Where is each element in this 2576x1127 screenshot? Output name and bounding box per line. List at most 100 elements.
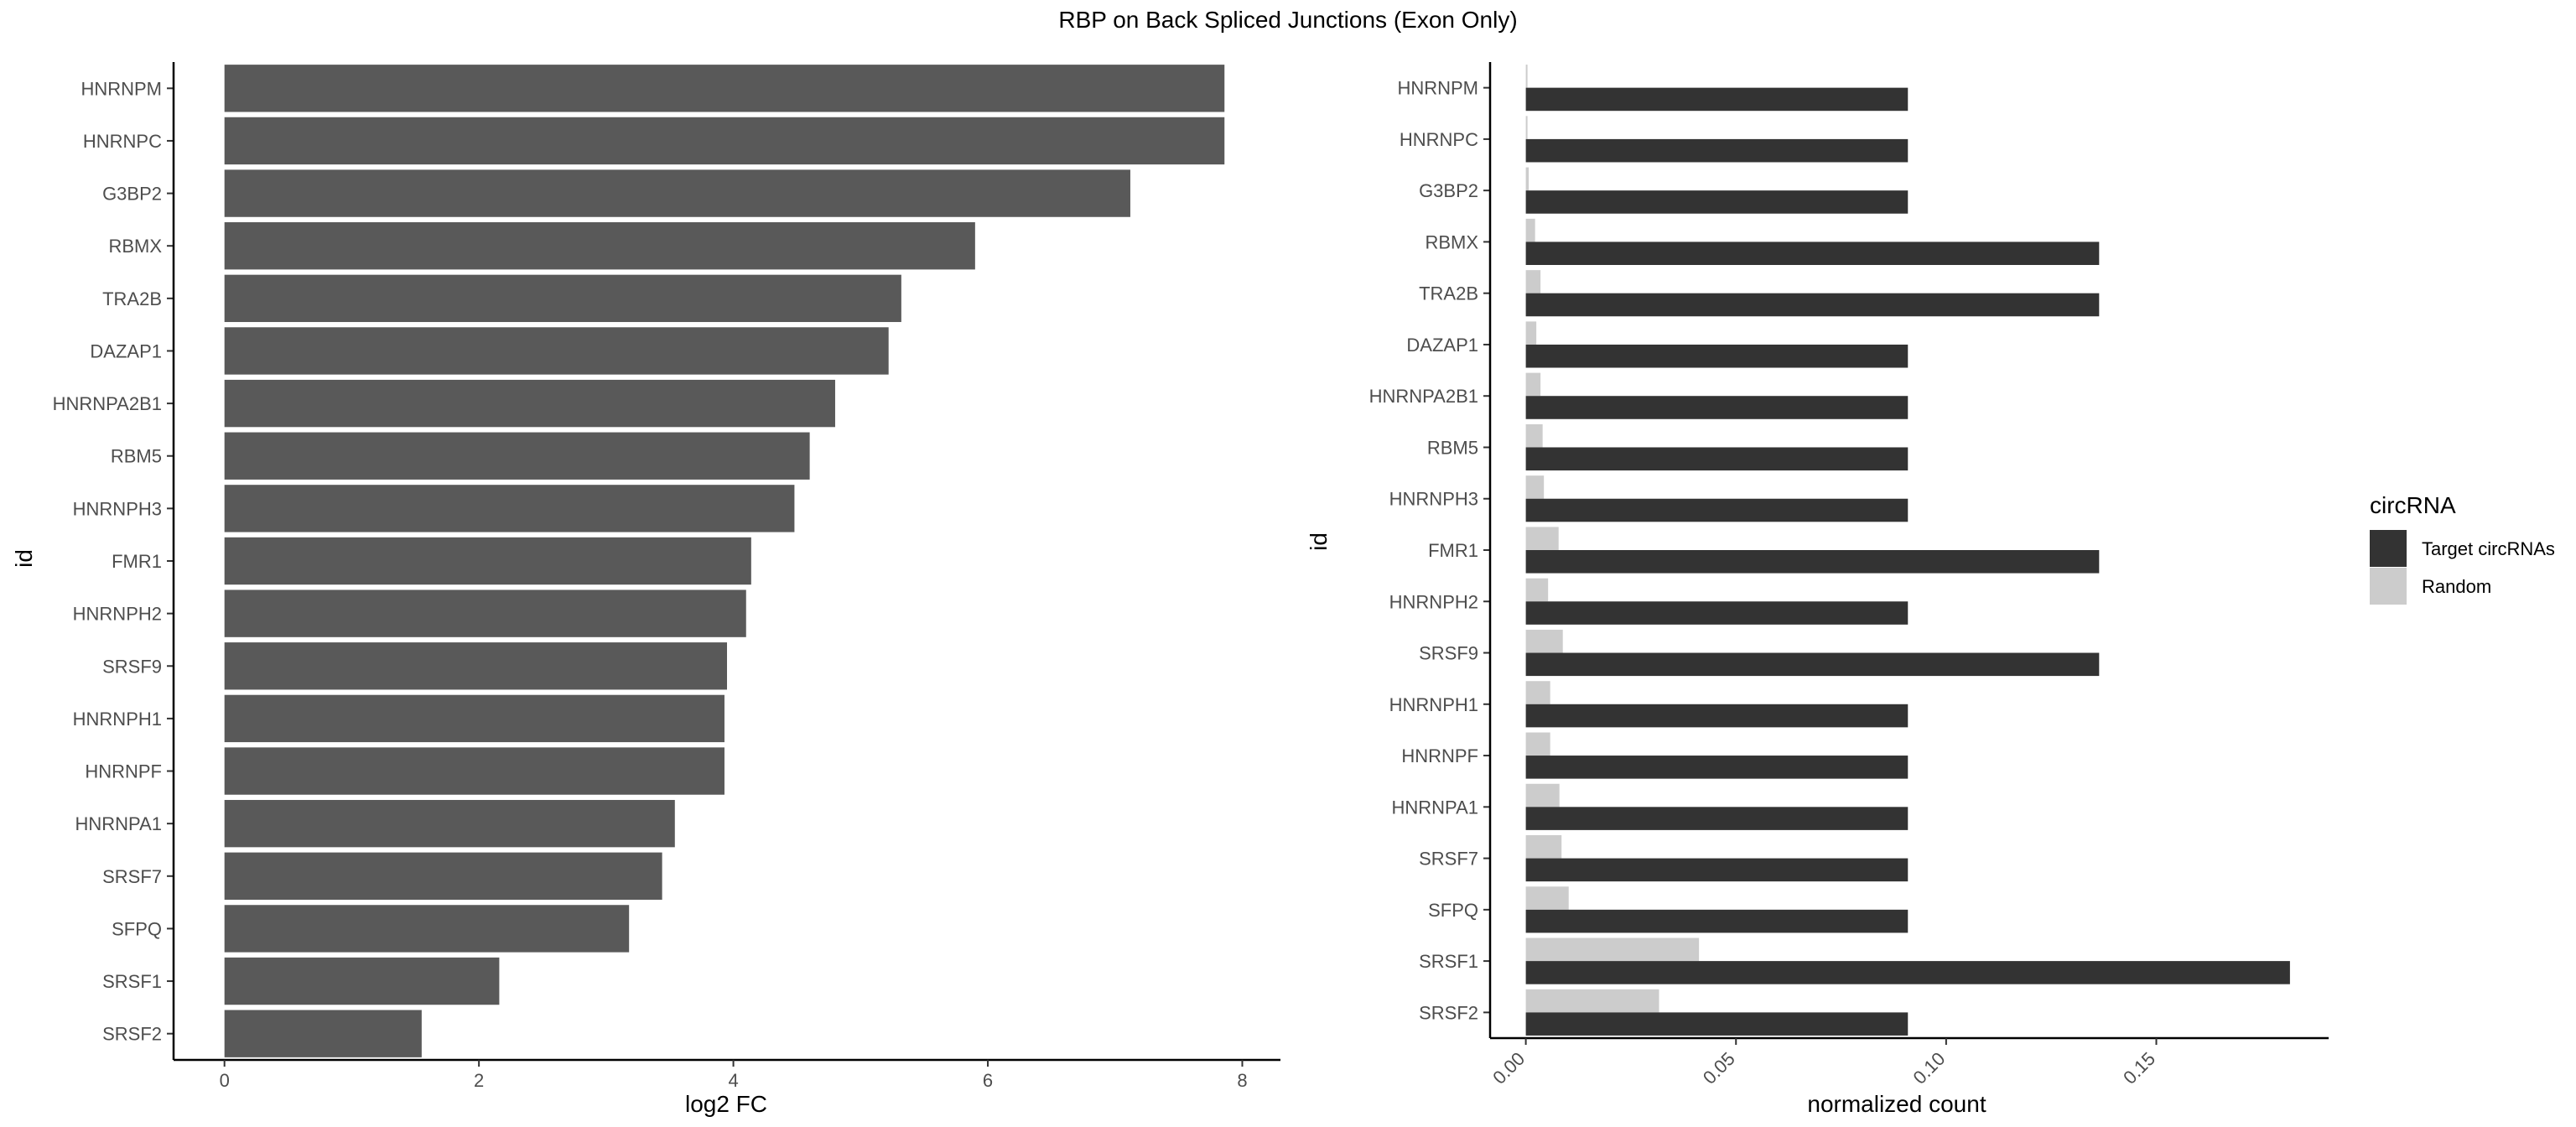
bar-random-tra2b (1525, 270, 1541, 293)
y-tick-label-tra2b: TRA2B (102, 288, 162, 309)
y-tick-label-hnrnph2: HNRNPH2 (1389, 591, 1478, 612)
bar-random-hnrnph3 (1525, 475, 1545, 499)
bar-random-sfpq (1525, 886, 1569, 910)
bar-srsf2 (224, 1010, 422, 1057)
bar-target-srsf2 (1525, 1012, 1909, 1036)
bar-dazap1 (224, 327, 889, 375)
y-tick-label-rbmx: RBMX (1425, 231, 1478, 252)
bar-random-srsf1 (1525, 937, 1700, 962)
y-tick-label-hnrnpc: HNRNPC (1400, 129, 1478, 150)
bar-random-dazap1 (1525, 321, 1537, 345)
bar-target-srsf7 (1525, 858, 1909, 882)
y-tick-label-hnrnpa2b1: HNRNPA2B1 (1369, 386, 1478, 407)
x-tick-label: 0.10 (1909, 1048, 1949, 1088)
legend-label-target: Target circRNAs (2422, 538, 2555, 559)
y-tick-label-rbm5: RBM5 (111, 446, 162, 467)
bar-random-hnrnph2 (1525, 578, 1549, 602)
bar-random-rbm5 (1525, 423, 1543, 448)
legend-key-target (2370, 530, 2407, 567)
x-tick-label: 0.00 (1488, 1048, 1529, 1088)
x-tick-label: 6 (983, 1070, 993, 1091)
legend-label-random: Random (2422, 576, 2491, 597)
bar-random-hnrnpf (1525, 732, 1550, 756)
y-tick-label-hnrnph1: HNRNPH1 (1389, 694, 1478, 715)
bar-hnrnph3 (224, 485, 795, 532)
y-tick-label-fmr1: FMR1 (112, 551, 162, 572)
bar-sfpq (224, 905, 630, 953)
bar-target-srsf1 (1525, 961, 2290, 984)
bar-target-g3bp2 (1525, 190, 1909, 214)
bar-srsf9 (224, 642, 727, 690)
bar-random-srsf7 (1525, 835, 1562, 859)
y-tick-label-hnrnpc: HNRNPC (83, 131, 162, 152)
x-tick-label: 0.15 (2119, 1048, 2159, 1088)
bar-target-hnrnpm (1525, 87, 1909, 112)
x-tick-label: 4 (728, 1070, 738, 1091)
y-tick-label-srsf7: SRSF7 (102, 866, 162, 887)
bar-srsf1 (224, 957, 500, 1005)
y-tick-label-tra2b: TRA2B (1419, 283, 1478, 304)
panel-normalized-count: HNRNPM HNRNPC G3BP2 RBMX TRA2B DAZAP1 HNRNPA2B… (1369, 62, 2329, 1088)
bar-target-hnrnpf (1525, 756, 1909, 779)
bar-hnrnpa2b1 (224, 379, 835, 428)
y-tick-label-dazap1: DAZAP1 (90, 340, 162, 361)
bar-srsf7 (224, 852, 662, 900)
y-tick-label-hnrnpm: HNRNPM (1397, 78, 1478, 99)
bar-target-rbmx (1525, 242, 2100, 265)
chart-title: RBP on Back Spliced Junctions (Exon Only… (1058, 7, 1517, 33)
y-tick-label-fmr1: FMR1 (1428, 540, 1478, 561)
y-tick-label-hnrnpm: HNRNPM (80, 78, 162, 99)
left-x-axis-title: log2 FC (685, 1091, 767, 1117)
y-tick-label-srsf9: SRSF9 (102, 656, 162, 677)
bar-g3bp2 (224, 169, 1130, 217)
y-tick-label-dazap1: DAZAP1 (1406, 335, 1478, 356)
legend-title: circRNA (2370, 492, 2456, 518)
bar-target-hnrnph3 (1525, 498, 1909, 522)
bar-hnrnph2 (224, 589, 746, 637)
x-tick-label: 8 (1237, 1070, 1247, 1091)
y-tick-label-srsf9: SRSF9 (1419, 643, 1478, 664)
bar-target-rbm5 (1525, 447, 1909, 471)
bar-target-hnrnpa1 (1525, 807, 1909, 830)
y-tick-label-srsf2: SRSF2 (1419, 1002, 1478, 1023)
bar-target-tra2b (1525, 293, 2100, 317)
bar-tra2b (224, 274, 901, 323)
bar-random-rbmx (1525, 218, 1535, 242)
panel-log2fc: HNRNPM HNRNPC G3BP2 RBMX TRA2B DAZAP1 HNRNPA2B… (53, 62, 1280, 1091)
left-y-axis-title: id (11, 549, 37, 568)
bar-hnrnpm (224, 65, 1225, 112)
y-tick-label-g3bp2: G3BP2 (102, 184, 162, 205)
right-x-axis-title: normalized count (1807, 1091, 1986, 1117)
bar-rbmx (224, 222, 975, 270)
x-tick-label: 0.05 (1699, 1048, 1739, 1088)
bar-random-hnrnpa1 (1525, 783, 1560, 808)
y-tick-label-sfpq: SFPQ (1428, 900, 1478, 921)
y-tick-label-g3bp2: G3BP2 (1419, 180, 1478, 201)
bar-target-fmr1 (1525, 550, 2100, 574)
bar-random-hnrnph1 (1525, 681, 1550, 704)
bar-random-g3bp2 (1525, 167, 1530, 191)
y-tick-label-sfpq: SFPQ (112, 918, 162, 939)
y-tick-label-hnrnpf: HNRNPF (1401, 745, 1478, 766)
y-tick-label-rbmx: RBMX (108, 236, 162, 257)
x-tick-label: 0 (220, 1070, 230, 1091)
bar-hnrnph1 (224, 694, 724, 743)
bar-target-sfpq (1525, 909, 1909, 933)
bar-random-srsf2 (1525, 989, 1659, 1013)
y-tick-label-hnrnph3: HNRNPH3 (73, 498, 162, 519)
y-tick-label-srsf1: SRSF1 (102, 971, 162, 992)
right-y-axis-title: id (1306, 532, 1332, 551)
bar-random-hnrnpm (1525, 65, 1528, 88)
legend: circRNA Target circRNAs Random (2370, 492, 2555, 605)
bar-hnrnpf (224, 747, 724, 795)
y-tick-label-hnrnpa1: HNRNPA1 (1391, 797, 1478, 818)
bar-target-hnrnph1 (1525, 704, 1909, 728)
y-tick-label-hnrnph2: HNRNPH2 (73, 604, 162, 625)
bar-target-hnrnph2 (1525, 601, 1909, 625)
bar-hnrnpa1 (224, 799, 675, 848)
bar-fmr1 (224, 537, 751, 585)
y-tick-label-rbm5: RBM5 (1427, 437, 1478, 458)
bar-random-fmr1 (1525, 527, 1559, 550)
legend-key-random (2370, 568, 2407, 605)
